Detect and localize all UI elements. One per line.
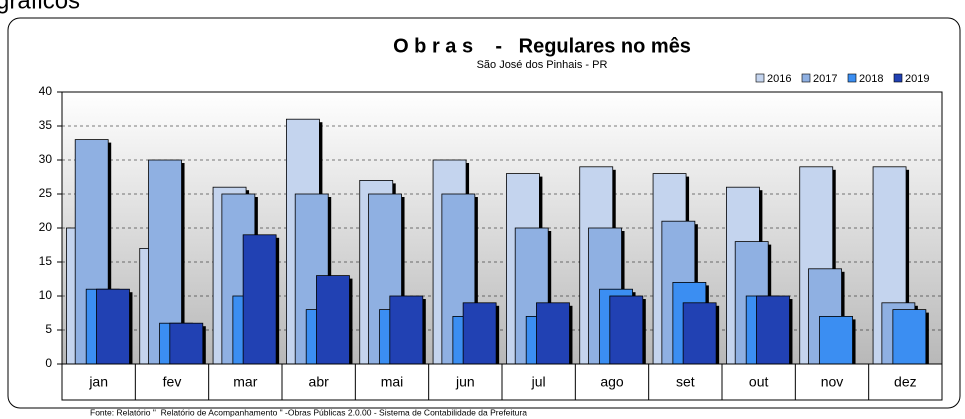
x-tick-label: set [676,374,695,390]
chart-title: O b r a s - Regulares no mês [393,35,691,57]
legend-label: 2018 [859,73,883,85]
x-tick-label: mai [381,374,404,390]
bar [96,288,130,365]
bar [536,302,570,365]
x-tick-label: jan [88,374,108,390]
y-tick-label: 25 [39,186,53,200]
y-tick-label: 40 [39,84,53,98]
chart-subtitle: São José dos Pinhais - PR [477,59,608,71]
x-tick-label: nov [821,374,844,390]
footer: Fonte: Relatório " Relatório de Acompanh… [90,407,527,417]
x-tick-label: dez [894,374,917,390]
x-tick-label: abr [309,374,330,390]
bar [756,295,790,365]
legend-swatch [801,73,811,83]
header: gráficos [0,0,80,14]
y-tick-label: 0 [45,356,52,370]
bar [169,322,204,365]
y-tick-label: 35 [39,118,53,132]
legend-swatch [893,73,903,83]
bar [609,295,644,365]
x-tick-label: fev [163,374,182,390]
y-tick-label: 5 [45,322,52,336]
legend-swatch [847,73,857,83]
x-tick-label: ago [600,374,624,390]
legend-label: 2019 [905,73,929,85]
x-tick-label: jul [531,374,546,390]
bar [242,234,277,365]
bar [316,275,350,365]
y-tick-label: 30 [39,152,53,166]
y-tick-label: 20 [39,220,53,234]
x-tick-label: jun [455,374,475,390]
bar [819,315,853,365]
y-tick-label: 15 [39,254,53,268]
bar [462,302,497,365]
legend-label: 2017 [813,73,837,85]
bar [892,309,927,365]
legend-swatch [755,73,765,83]
y-tick-label: 10 [39,288,53,302]
x-tick-label: out [749,374,769,390]
bar [389,295,424,365]
x-tick-label: mar [233,374,257,390]
legend-label: 2016 [767,73,791,85]
bar [682,302,717,365]
